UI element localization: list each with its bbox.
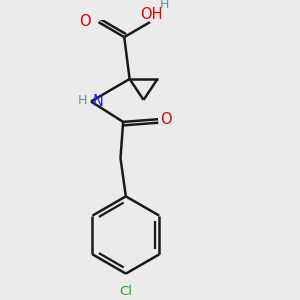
Text: Cl: Cl: [119, 285, 132, 298]
Text: N: N: [93, 94, 104, 109]
Text: O: O: [79, 14, 91, 28]
Text: H: H: [77, 94, 87, 107]
Text: OH: OH: [140, 7, 162, 22]
Text: O: O: [160, 112, 171, 127]
Text: H: H: [159, 0, 169, 11]
